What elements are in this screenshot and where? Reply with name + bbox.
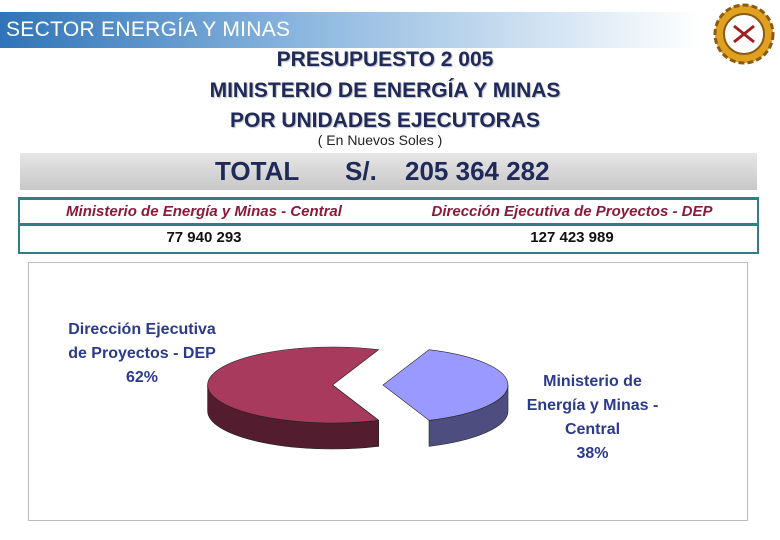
pie-label: Ministerio de Energía y Minas - Central 3…: [525, 370, 660, 466]
slice-value-label: 62%: [125, 369, 159, 386]
table-cell: 77 940 293: [166, 229, 242, 246]
slice-value-label: 38%: [576, 445, 609, 462]
row-divider: [20, 223, 757, 226]
logo: [713, 3, 775, 65]
title-line: POR UNIDADES EJECUTORAS: [230, 109, 540, 132]
currency: S/.: [345, 156, 377, 186]
total-amount: 205 364 282: [405, 156, 550, 186]
title-line: MINISTERIO DE ENERGÍA Y MINAS: [209, 79, 561, 102]
slice-name: Dirección Ejecutiva de Proyectos - DEP: [68, 321, 216, 362]
pie-slice: [382, 349, 509, 421]
total-label: TOTAL: [215, 156, 300, 186]
subtitle: ( En Nuevos Soles ): [317, 132, 443, 148]
header-text: SECTOR ENERGÍA Y MINAS: [6, 18, 291, 41]
title-line: PRESUPUESTO 2 005: [276, 48, 494, 71]
table: Ministerio de Energía y Minas - Central …: [18, 197, 759, 254]
pie-label: Dirección Ejecutiva de Proyectos - DEP 62…: [62, 318, 222, 390]
header-bar: SECTOR ENERGÍA Y MINAS: [0, 12, 700, 48]
table-cell: 127 423 989: [530, 229, 614, 246]
slice-name: Ministerio de Energía y Minas - Central: [526, 373, 659, 438]
total-bar: TOTAL S/. 205 364 282: [20, 153, 757, 190]
chart-frame: [28, 262, 748, 521]
table-header: Ministerio de Energía y Minas - Central: [66, 203, 342, 220]
table-header: Dirección Ejecutiva de Proyectos - DEP: [431, 203, 713, 220]
pie-slice: [207, 346, 380, 424]
